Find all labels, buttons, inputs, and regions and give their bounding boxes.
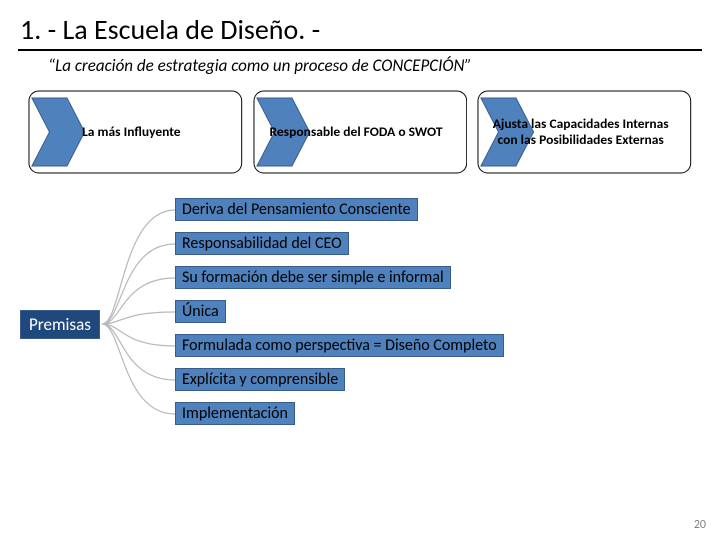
- slide-title: 1. - La Escuela de Diseño. -: [0, 0, 720, 49]
- premises-root: Premisas: [20, 310, 100, 339]
- arrow-box-1: La más Influyente: [28, 90, 243, 174]
- premises-leaf: Responsabilidad del CEO: [175, 232, 349, 255]
- arrow-label-2: Responsable del FODA o SWOT: [253, 124, 468, 140]
- premises-leaf: Explícita y comprensible: [175, 368, 345, 391]
- slide-subtitle: “La creación de estrategia como un proce…: [0, 55, 720, 90]
- premises-leaf: Formulada como perspectiva = Diseño Comp…: [175, 334, 504, 357]
- premises-leaf: Implementación: [175, 402, 295, 425]
- premises-diagram: Premisas Deriva del Pensamiento Conscien…: [20, 198, 700, 458]
- arrow-row: La más Influyente Responsable del FODA o…: [0, 90, 720, 198]
- premises-leaf: Deriva del Pensamiento Consciente: [175, 198, 418, 221]
- premises-leaf: Única: [175, 300, 226, 323]
- page-number: 20: [694, 518, 706, 532]
- arrow-box-3: Ajusta las Capacidades Internas con las …: [477, 90, 692, 174]
- arrow-label-3: Ajusta las Capacidades Internas con las …: [477, 116, 692, 147]
- premises-leaf: Su formación debe ser simple e informal: [175, 266, 451, 289]
- arrow-box-2: Responsable del FODA o SWOT: [253, 90, 468, 174]
- arrow-label-1: La más Influyente: [28, 124, 243, 140]
- title-underline: [18, 49, 702, 51]
- connector-lines: [20, 198, 700, 458]
